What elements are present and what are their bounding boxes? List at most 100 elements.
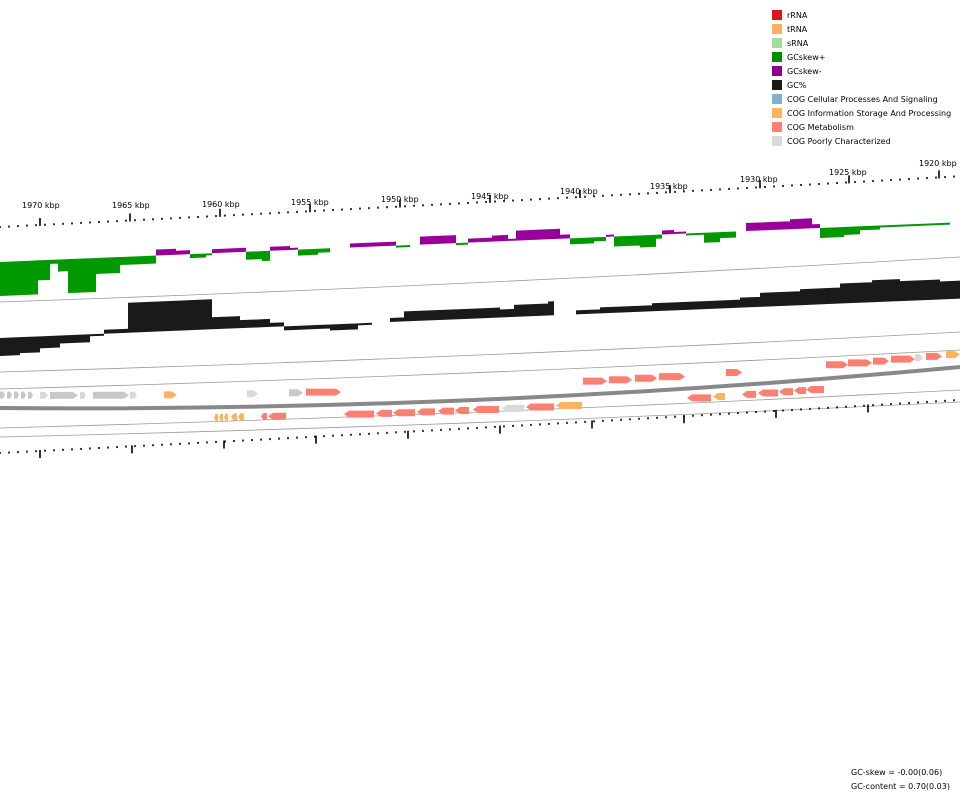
cds-reverse-arrow — [806, 385, 824, 393]
legend-swatch-icon — [772, 80, 782, 90]
legend-swatch-icon — [772, 52, 782, 62]
cds-forward-arrow — [93, 391, 129, 399]
legend-label: GCskew+ — [787, 52, 826, 62]
legend-swatch-icon — [772, 38, 782, 48]
gc-content-stat: GC-content = 0.70(0.03) — [851, 782, 950, 791]
kbp-label: 1970 kbp — [22, 201, 60, 210]
kbp-label: 1965 kbp — [112, 201, 150, 210]
ring-line-1 — [0, 256, 960, 303]
cds-reverse-arrow — [455, 407, 469, 415]
backbone-arc — [0, 365, 960, 411]
legend-label: rRNA — [787, 10, 808, 20]
cds-forward-arrow — [583, 377, 607, 385]
gc-skew-negative-area — [156, 218, 820, 256]
legend-item-cog-metabolism: COG Metabolism — [772, 120, 951, 134]
legend-swatch-icon — [772, 10, 782, 20]
gc-skew-track — [0, 218, 950, 296]
cds-forward-arrow — [826, 361, 848, 369]
cds-reverse-arrow — [713, 393, 725, 401]
cds-forward-arrow — [946, 351, 960, 359]
cds-reverse-arrow — [238, 413, 244, 421]
cds-reverse-arrow — [473, 405, 499, 413]
legend-label: COG Cellular Processes And Signaling — [787, 94, 938, 104]
legend-swatch-icon — [772, 94, 782, 104]
kbp-label: 1935 kbp — [650, 182, 688, 191]
legend-swatch-icon — [772, 122, 782, 132]
kbp-labels: 1970 kbp 1965 kbp 1960 kbp 1955 kbp 1950 kbp… — [22, 159, 957, 210]
legend-label: GC% — [787, 80, 807, 90]
kbp-label: 1925 kbp — [829, 168, 867, 177]
cds-reverse-arrow — [219, 413, 223, 421]
gc-skew-positive-area — [0, 222, 950, 296]
legend-item-cog-information: COG Information Storage And Processing — [772, 106, 951, 120]
legend-swatch-icon — [772, 66, 782, 76]
cds-forward-arrow — [50, 391, 78, 399]
cds-forward-arrow — [247, 390, 258, 398]
cds-forward-arrow — [726, 368, 742, 376]
cds-forward-arrow — [306, 388, 341, 396]
legend-item-gcskew-minus: GCskew- — [772, 64, 951, 78]
legend-item-trna: tRNA — [772, 22, 951, 36]
cds-reverse-arrow — [417, 408, 435, 416]
legend-label: COG Metabolism — [787, 122, 854, 132]
cds-reverse-arrow — [214, 413, 218, 421]
cds-reverse-arrow — [224, 413, 228, 421]
cds-reverse-arrow — [231, 413, 237, 421]
kbp-label: 1960 kbp — [202, 200, 240, 209]
cds-forward-arrow — [28, 391, 33, 399]
kbp-label: 1920 kbp — [919, 159, 957, 168]
ring-line-5 — [0, 401, 960, 438]
legend-item-gc-percent: GC% — [772, 78, 951, 92]
legend-item-rrna: rRNA — [772, 8, 951, 22]
cds-forward-arrow — [635, 374, 657, 382]
cds-forward-arrow — [80, 391, 86, 399]
cds-forward-arrow — [848, 359, 872, 367]
cds-forward-arrow — [40, 391, 48, 399]
cds-forward-arrow — [164, 391, 177, 399]
legend-item-cog-cellular: COG Cellular Processes And Signaling — [772, 92, 951, 106]
ring-line-2 — [0, 331, 960, 373]
cds-forward-arrow — [7, 391, 12, 399]
legend-label: GCskew- — [787, 66, 822, 76]
kbp-label: 1950 kbp — [381, 195, 419, 204]
legend-label: tRNA — [787, 24, 808, 34]
legend-label: sRNA — [787, 38, 809, 48]
statistics-summary: GC-skew = -0.00(0.06) GC-content = 0.70(… — [851, 766, 950, 794]
genome-backbone — [0, 365, 960, 411]
track-boundary-lines — [0, 256, 960, 438]
cds-reverse-arrow — [261, 412, 267, 420]
kbp-label: 1940 kbp — [560, 187, 598, 196]
legend-label: COG Poorly Characterized — [787, 136, 891, 146]
cds-forward-arrow — [130, 391, 137, 399]
legend-item-cog-poorly: COG Poorly Characterized — [772, 134, 951, 148]
cds-forward-arrow — [0, 391, 5, 399]
gc-content-area — [0, 279, 960, 356]
legend-item-srna: sRNA — [772, 36, 951, 50]
cds-reverse-arrow — [393, 409, 415, 417]
cds-forward-arrow — [609, 376, 632, 384]
cds-forward-arrow — [891, 355, 915, 363]
cds-reverse-arrow — [556, 402, 582, 410]
cds-forward-arrow — [659, 373, 685, 381]
ring-line-3 — [0, 349, 960, 390]
cds-forward-arrow — [14, 391, 19, 399]
cds-forward-arrow — [926, 352, 942, 360]
legend-swatch-icon — [772, 136, 782, 146]
gc-skew-stat: GC-skew = -0.00(0.06) — [851, 768, 943, 777]
cds-reverse-arrow — [758, 389, 778, 397]
kbp-tick-marks — [0, 170, 955, 458]
legend-label: COG Information Storage And Processing — [787, 108, 952, 118]
cds-reverse-arrow — [526, 403, 554, 411]
legend-swatch-icon — [772, 24, 782, 34]
gc-content-track — [0, 279, 960, 356]
cds-reverse-arrow — [502, 404, 524, 412]
kbp-label: 1955 kbp — [291, 198, 329, 207]
cds-reverse-arrow — [742, 390, 756, 398]
legend-item-gcskew-plus: GCskew+ — [772, 50, 951, 64]
kbp-label: 1930 kbp — [740, 175, 778, 184]
legend: rRNA tRNA sRNA GCskew+ GCskew- GC% COG C… — [772, 8, 951, 148]
cds-reverse-arrow — [687, 394, 711, 402]
cds-forward-arrow — [915, 354, 923, 362]
cds-reverse-arrow — [779, 388, 793, 396]
